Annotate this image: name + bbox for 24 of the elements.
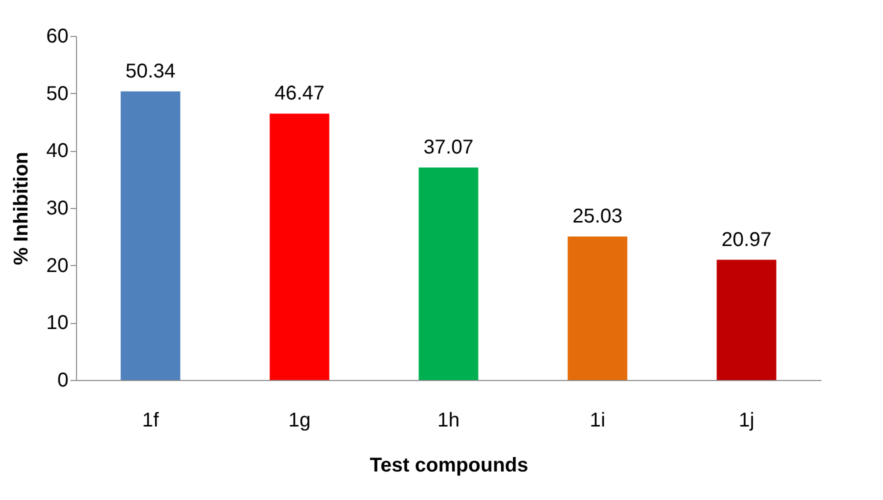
x-axis-title: Test compounds: [370, 454, 528, 476]
bar: [568, 236, 628, 380]
data-label: 46.47: [274, 82, 325, 105]
data-label: 50.34: [125, 60, 176, 82]
y-tick-label: 30: [46, 198, 68, 220]
bar: [270, 114, 330, 380]
x-tick-label: 1j: [738, 410, 754, 432]
y-tick-label: 20: [46, 254, 68, 277]
bar: [120, 91, 180, 380]
y-tick-label: 40: [46, 140, 68, 162]
x-tick-label: 1f: [142, 410, 160, 432]
y-tick-label: 10: [46, 312, 68, 334]
x-tick-label: 1i: [590, 410, 606, 432]
x-tick-label: 1h: [437, 410, 460, 432]
bar: [418, 167, 478, 380]
y-tick-label: 50: [46, 82, 68, 105]
x-tick-label: 1g: [288, 410, 311, 432]
bar: [716, 260, 776, 380]
y-tick-label: 0: [57, 370, 68, 392]
y-tick-label: 60: [46, 26, 68, 48]
data-label: 37.07: [423, 136, 474, 158]
data-label: 25.03: [572, 205, 623, 228]
data-label: 20.97: [721, 228, 772, 251]
y-axis-title: % Inhibition: [10, 152, 32, 266]
